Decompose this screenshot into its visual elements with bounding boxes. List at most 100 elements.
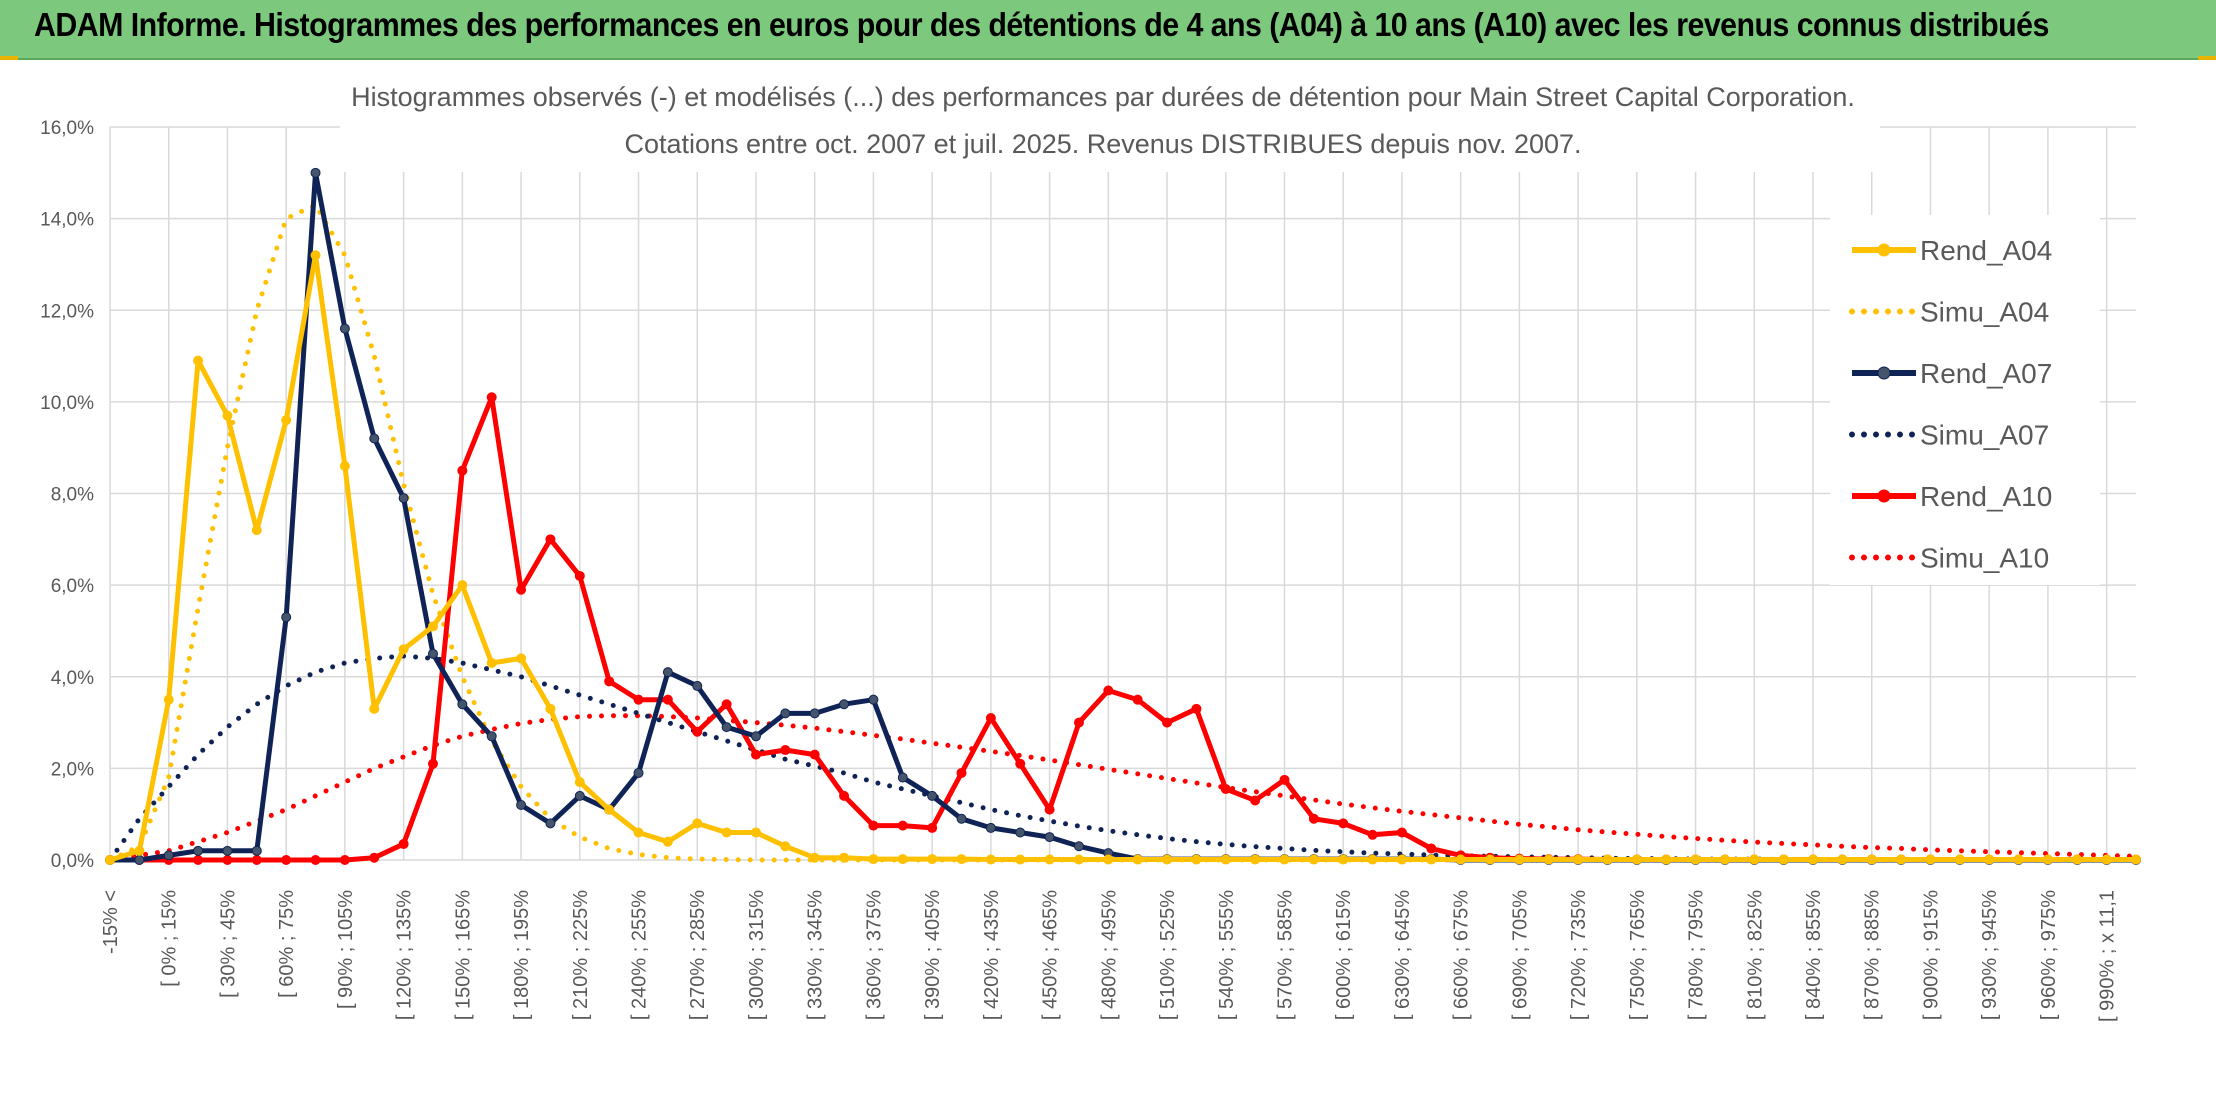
data-point-rend-a10	[222, 855, 233, 865]
data-point-rend-a04	[1073, 854, 1084, 865]
data-point-rend-a04	[721, 827, 732, 838]
corner-accent-left	[0, 56, 18, 60]
data-point-rend-a07	[839, 699, 850, 710]
data-point-rend-a04	[927, 854, 938, 865]
data-point-rend-a04	[281, 415, 292, 426]
x-tick-label: [ 90% ; 105%	[335, 890, 357, 1009]
data-point-rend-a07	[163, 850, 174, 861]
chart-title-line: Cotations entre oct. 2007 et juil. 2025.…	[624, 129, 1581, 159]
data-point-rend-a10	[574, 570, 585, 581]
corner-accent-right	[2198, 56, 2216, 60]
data-point-rend-a04	[1896, 854, 1907, 865]
data-point-rend-a07	[721, 722, 732, 733]
data-point-rend-a04	[1602, 854, 1613, 865]
data-point-rend-a10	[1367, 829, 1378, 840]
data-point-rend-a04	[1338, 854, 1349, 865]
x-tick-label: [ 870% ; 885%	[1862, 890, 1884, 1020]
legend-label: Simu_A07	[1920, 420, 2049, 451]
legend: Rend_A04 Simu_A04 Rend_A07 Simu_A07 Rend_A10…	[1830, 215, 2100, 585]
x-tick-label: [ 660% ; 675%	[1451, 890, 1473, 1020]
data-point-rend-a10	[604, 676, 615, 687]
x-tick-label: [ 570% ; 585%	[1274, 890, 1296, 1020]
data-point-rend-a07	[868, 694, 879, 705]
data-point-rend-a04	[1661, 854, 1672, 865]
x-axis: -15% < [ 0% ; 15% [ 30% ; 45% [ 60% ; 75% [ …	[100, 890, 2119, 1022]
x-tick-label: -15% <	[100, 890, 122, 954]
y-tick-label: 14,0%	[40, 210, 94, 231]
x-tick-label: [ 240% ; 255%	[629, 890, 651, 1020]
series-line-rend-a04	[109, 252, 2136, 863]
data-point-rend-a04	[1984, 854, 1995, 865]
data-point-rend-a07	[369, 433, 380, 444]
data-point-rend-a04	[1279, 854, 1290, 865]
data-point-rend-a10	[310, 855, 321, 865]
data-point-rend-a04	[1396, 854, 1407, 865]
x-tick-label: [ 480% ; 495%	[1098, 890, 1120, 1020]
chart-title-line: Histogrammes observés (-) et modélisés (…	[351, 82, 1855, 112]
legend-label: Rend_A04	[1920, 235, 2052, 266]
data-point-rend-a10	[251, 855, 262, 865]
series-line-simu-a07	[107, 653, 2139, 863]
data-point-rend-a04	[339, 461, 350, 472]
data-point-rend-a10	[633, 694, 644, 705]
legend-background	[1830, 215, 2100, 585]
x-tick-label: [ 360% ; 375%	[863, 890, 885, 1020]
data-point-rend-a10	[985, 712, 996, 723]
x-tick-label: [ 840% ; 855%	[1803, 890, 1825, 1020]
data-point-rend-a07	[310, 167, 321, 178]
data-point-rend-a04	[310, 250, 321, 261]
legend-marker	[1877, 489, 1891, 503]
data-point-rend-a04	[604, 804, 615, 815]
data-point-rend-a07	[927, 790, 938, 801]
legend-label: Simu_A10	[1920, 543, 2049, 574]
x-tick-label: [ 60% ; 75%	[276, 890, 298, 998]
data-point-rend-a10	[1220, 783, 1231, 794]
data-point-rend-a07	[956, 813, 967, 824]
x-tick-label: [ 390% ; 405%	[922, 890, 944, 1020]
data-point-rend-a10	[1396, 827, 1407, 838]
data-point-rend-a04	[809, 852, 820, 863]
report-title: ADAM Informe. Histogrammes des performan…	[34, 6, 2049, 43]
series-line-simu-a10	[107, 713, 2139, 863]
x-tick-label: [ 210% ; 225%	[570, 890, 592, 1020]
data-point-rend-a04	[1015, 854, 1026, 865]
data-point-rend-a04	[1514, 854, 1525, 865]
x-tick-label: [ 810% ; 825%	[1744, 890, 1766, 1020]
data-point-rend-a04	[1690, 854, 1701, 865]
data-point-rend-a04	[1543, 854, 1554, 865]
x-tick-label: [ 450% ; 465%	[1040, 890, 1062, 1020]
data-point-rend-a04	[1573, 854, 1584, 865]
data-point-rend-a10	[281, 855, 292, 865]
x-tick-label: [ 270% ; 285%	[687, 890, 709, 1020]
data-point-rend-a10	[662, 694, 673, 705]
data-point-rend-a04	[1220, 854, 1231, 865]
data-point-rend-a04	[251, 525, 262, 536]
data-point-rend-a10	[927, 822, 938, 833]
data-point-rend-a04	[1044, 854, 1055, 865]
data-point-rend-a10	[1338, 818, 1349, 829]
data-point-rend-a10	[1426, 843, 1437, 854]
data-point-rend-a07	[897, 772, 908, 783]
data-point-rend-a04	[398, 644, 409, 655]
x-tick-label: [ 30% ; 45%	[217, 890, 239, 998]
data-point-rend-a07	[692, 680, 703, 691]
x-tick-label: [ 150% ; 165%	[452, 890, 474, 1020]
data-point-rend-a04	[897, 854, 908, 865]
data-point-rend-a04	[1749, 854, 1760, 865]
data-point-rend-a07	[251, 845, 262, 856]
data-point-rend-a04	[1778, 854, 1789, 865]
legend-marker	[1877, 243, 1891, 257]
data-point-rend-a10	[1279, 774, 1290, 785]
data-point-rend-a04	[163, 694, 174, 705]
data-point-rend-a04	[780, 841, 791, 852]
report-banner: ADAM Informe. Histogrammes des performan…	[0, 0, 2216, 60]
x-tick-label: [ 900% ; 915%	[1920, 890, 1942, 1020]
data-point-rend-a04	[1719, 854, 1730, 865]
data-point-rend-a10	[1250, 795, 1261, 806]
data-point-rend-a10	[516, 584, 527, 595]
x-tick-label: [ 420% ; 435%	[981, 890, 1003, 1020]
data-point-rend-a07	[1015, 827, 1026, 838]
data-point-rend-a10	[193, 855, 204, 865]
data-point-rend-a04	[105, 855, 115, 865]
data-point-rend-a04	[662, 836, 673, 847]
